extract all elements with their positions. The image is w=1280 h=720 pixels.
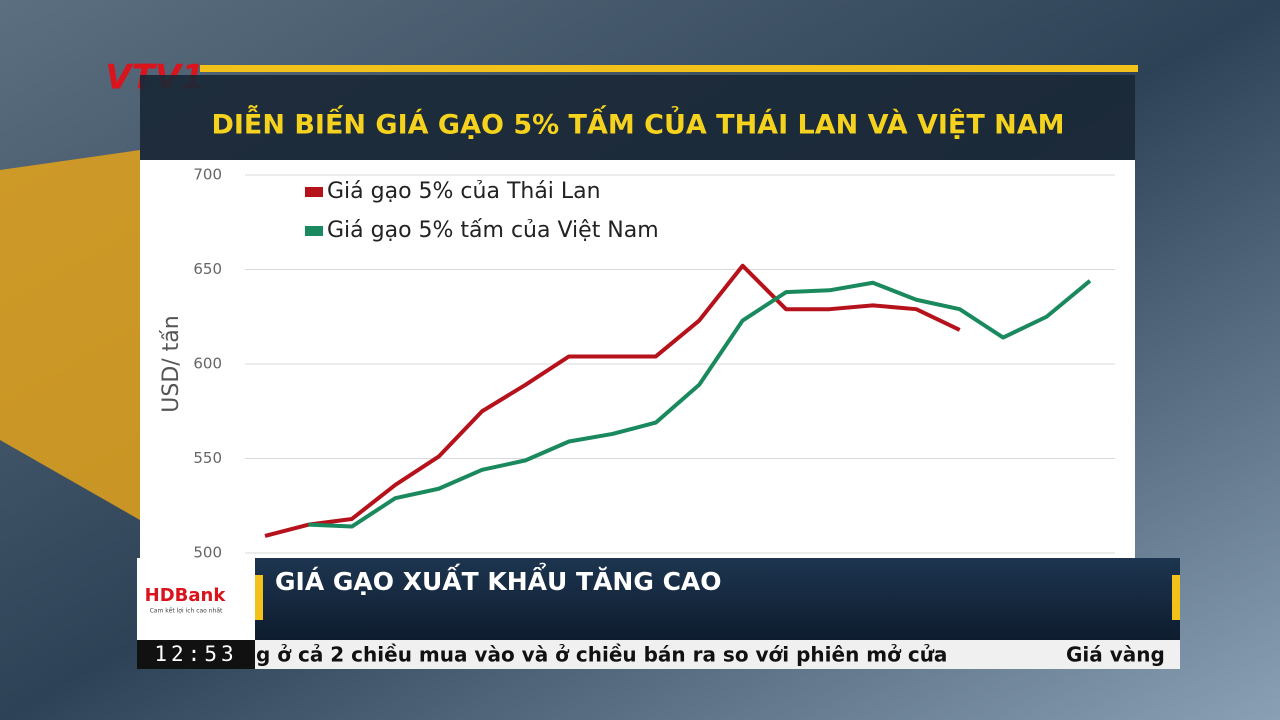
legend-entry: Giá gạo 5% tấm của Việt Nam bbox=[327, 218, 659, 243]
legend-entry: Giá gạo 5% của Thái Lan bbox=[327, 179, 601, 204]
legend-swatch bbox=[305, 187, 323, 197]
y-tick-label: 550 bbox=[193, 449, 222, 467]
headline-accent bbox=[1172, 575, 1180, 620]
ticker-bar bbox=[255, 640, 1180, 669]
series-line bbox=[264, 263, 961, 538]
y-tick-label: 700 bbox=[193, 166, 222, 184]
ticker-text: g ở cả 2 chiều mua vào và ở chiều bán ra… bbox=[256, 643, 947, 667]
y-tick-label: 650 bbox=[193, 260, 222, 278]
chart-title: DIỄN BIẾN GIÁ GẠO 5% TẤM CỦA THÁI LAN VÀ… bbox=[211, 105, 1064, 141]
clock-box bbox=[137, 640, 255, 669]
y-tick-label: 600 bbox=[193, 355, 222, 373]
plot: 500 550 600 650 700 bbox=[193, 166, 1115, 562]
top-rule bbox=[200, 65, 1138, 72]
sponsor-tagline: Cam kết lợi ích cao nhất bbox=[150, 608, 223, 615]
sponsor-logo: HDBank bbox=[145, 585, 227, 606]
legend-swatch bbox=[305, 226, 323, 236]
series-line bbox=[308, 279, 1092, 529]
clock: 12:53 bbox=[154, 642, 237, 666]
headline-bar bbox=[255, 558, 1180, 640]
background-tiles bbox=[0, 150, 140, 520]
y-tick-label: 500 bbox=[193, 544, 222, 562]
sponsor-box bbox=[137, 558, 255, 640]
title-bar bbox=[140, 75, 1135, 160]
ticker-text: Giá vàng bbox=[1066, 643, 1165, 667]
headline-accent bbox=[255, 575, 263, 620]
headline: GIÁ GẠO XUẤT KHẨU TĂNG CAO bbox=[275, 562, 722, 596]
y-axis-label: USD/ tấn bbox=[159, 315, 184, 412]
